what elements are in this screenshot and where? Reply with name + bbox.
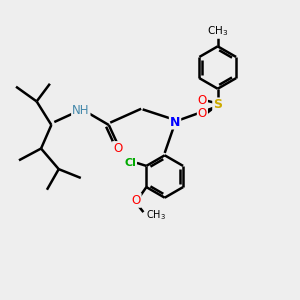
Text: O: O [113, 142, 122, 155]
Text: CH$_3$: CH$_3$ [207, 24, 228, 38]
Text: CH$_3$: CH$_3$ [146, 208, 167, 222]
Text: S: S [213, 98, 222, 111]
Text: NH: NH [72, 104, 90, 117]
Text: N: N [170, 116, 180, 128]
Text: O: O [198, 107, 207, 120]
Text: Cl: Cl [124, 158, 136, 168]
Text: O: O [131, 194, 141, 207]
Text: O: O [198, 94, 207, 107]
